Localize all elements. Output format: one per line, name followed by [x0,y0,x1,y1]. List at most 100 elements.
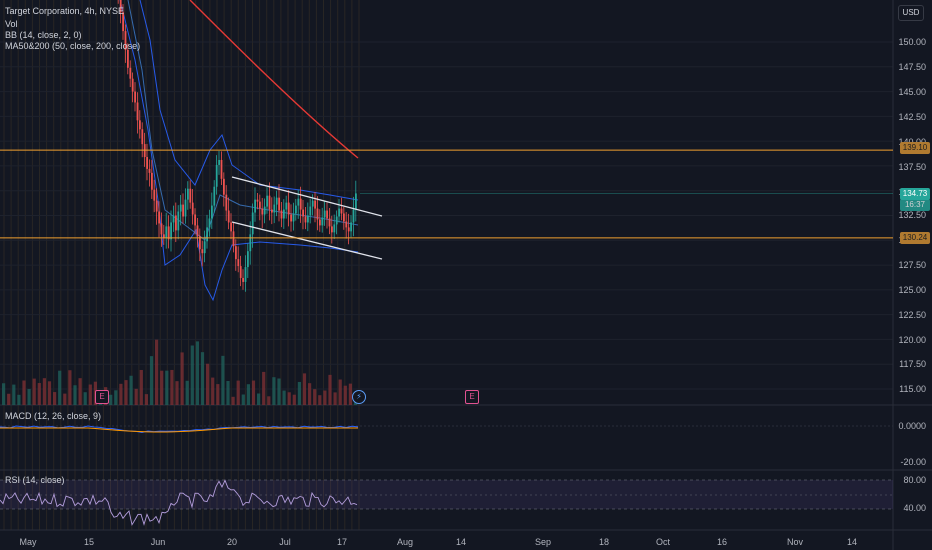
rsi-line [0,479,358,526]
volume-bar [221,355,225,405]
candle-body [254,199,256,213]
volume-bar [206,363,210,405]
candle-body [153,189,156,201]
volume-bar [257,393,261,405]
volume-bar [251,380,256,405]
volume-bar [88,384,92,405]
volume-bar [73,385,77,405]
price-tick: 150.00 [898,37,926,47]
volume-bar [42,378,46,405]
volume-bar [272,377,276,405]
candle-body [191,202,194,215]
candle-body [331,226,333,233]
volume-bar [27,389,31,405]
moving-average-legend: MA50&200 (50, close, 200, close) [5,41,141,51]
volume-bar [53,392,57,405]
candle-body [146,157,148,169]
volume-bar [68,370,72,405]
candle-body [179,204,182,212]
candle-body [355,193,357,210]
candle-body [290,214,292,222]
candle-body [196,225,199,237]
price-tick: 127.50 [898,260,926,270]
candle-body [225,194,228,211]
candle-body [347,227,350,232]
macd-legend: MACD (12, 26, close, 9) [5,411,102,421]
volume-bar [22,380,26,405]
volume-bar [267,396,271,405]
candle-body [208,218,211,228]
candle-body [160,223,163,235]
candle-body [148,168,151,173]
volume-bar [190,345,194,405]
candle-body [131,78,134,92]
candle-body [309,206,312,216]
candle-body [211,205,213,219]
candle-body [256,199,259,202]
candle-body [134,91,136,103]
volume-bar [318,395,322,405]
candle-body [266,195,268,207]
price-tick: 120.00 [898,335,926,345]
candle-body [338,208,340,217]
candle-body [230,222,232,232]
time-tick: 14 [455,537,467,547]
candle-body [278,197,280,211]
candle-body [328,218,331,227]
volume-bar [277,378,281,405]
volume-legend: Vol [5,19,18,29]
candle-body [350,222,352,232]
candle-body [335,216,338,225]
candle-body [304,216,307,223]
earnings-marker[interactable]: E [95,390,109,404]
macd-tick: 0.0000 [898,421,926,431]
candle-body [299,198,302,210]
volume-bar [160,370,164,405]
candle-body [345,221,348,228]
volume-bar [144,394,148,405]
candle-body [271,209,273,213]
candle-body [263,206,266,215]
last-price-badge: 134.73 [900,188,930,200]
volume-bar [308,383,312,405]
volume-bar [119,383,123,405]
candle-body [316,208,319,220]
last-price-time-badge: 16:37 [900,199,930,211]
volume-bar [246,384,250,405]
candle-body [302,209,304,217]
candle-body [172,215,175,223]
channel-lower-line [231,221,383,260]
time-tick: 18 [598,537,610,547]
candle-body [163,234,165,239]
macd-tick: -20.00 [900,457,926,467]
candle-body [323,210,326,218]
candle-body [227,210,230,223]
candle-body [129,67,132,79]
candle-body [194,214,196,226]
volume-bar [175,381,179,405]
volume-bar [17,394,21,405]
symbol-title: Target Corporation, 4h, NYSE [5,6,125,16]
volume-bar [109,394,113,405]
time-tick: Jul [279,537,291,547]
currency-selector[interactable]: USD [898,5,924,21]
upper-level-badge: 139.10 [900,142,930,154]
candle-body [275,197,278,205]
volume-bar [287,392,291,405]
volume-bar [32,378,36,405]
candle-body [273,204,276,213]
volume-bar [328,374,332,405]
bollinger-lower [119,0,359,302]
candle-body [326,210,328,219]
price-tick: 117.50 [899,359,926,369]
price-tick: 142.50 [898,112,926,122]
time-tick: Oct [655,537,671,547]
earnings-marker-future[interactable]: E [465,390,479,404]
dividend-marker[interactable]: ⚡ [352,390,366,404]
volume-bar [297,381,301,405]
time-tick: 15 [83,537,95,547]
time-tick: 20 [226,537,238,547]
volume-bar [313,389,317,405]
volume-bar [63,393,67,405]
